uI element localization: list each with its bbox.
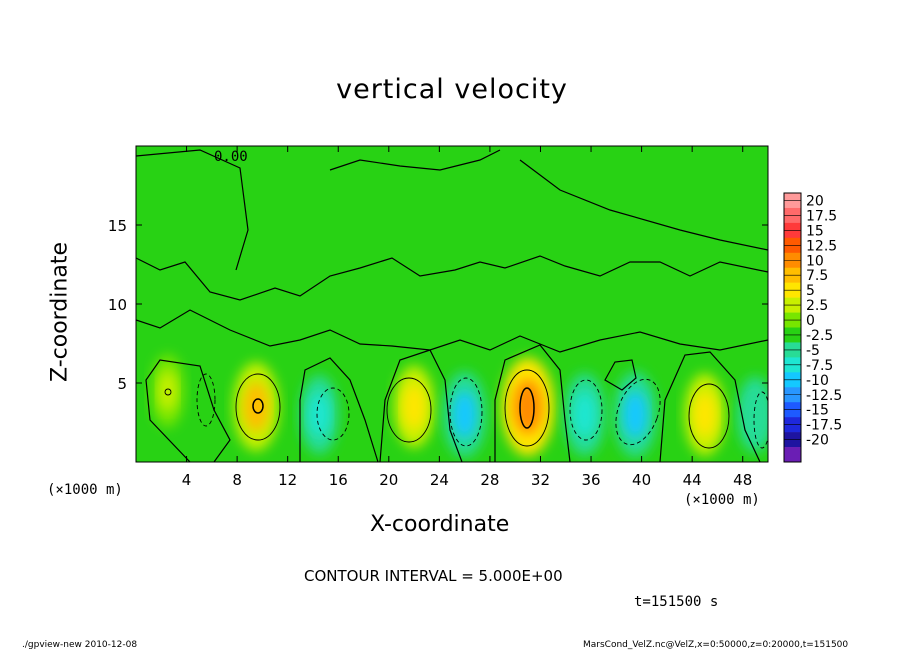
colorbar-label: -12.5 xyxy=(806,388,842,404)
y-tick-label: 5 xyxy=(117,375,127,393)
feature-core xyxy=(452,391,477,439)
feature-layer xyxy=(150,354,768,458)
feature-core xyxy=(693,391,717,438)
colorbar-label: -10 xyxy=(806,373,829,389)
colorbar-label: 17.5 xyxy=(806,208,837,224)
x-tick-label: 20 xyxy=(379,471,398,489)
colorbar-label: -15 xyxy=(806,403,829,419)
positive-contours xyxy=(164,369,730,449)
feature-core xyxy=(402,384,426,430)
y-tick-label: 15 xyxy=(108,217,127,235)
colorbar-label: 7.5 xyxy=(806,268,828,284)
colorbar-label: 12.5 xyxy=(806,238,837,254)
x-tick-label: 16 xyxy=(329,471,348,489)
time-label: t=151500 s xyxy=(634,594,719,610)
feature-core xyxy=(623,391,648,439)
x-tick-label: 44 xyxy=(683,471,702,489)
contour-lines xyxy=(136,149,768,462)
x-tick-label: 28 xyxy=(480,471,499,489)
colorbar-label: -17.5 xyxy=(806,418,842,434)
feature-core xyxy=(513,379,543,434)
y-axis: 5 10 15 xyxy=(108,217,768,393)
zero-contour-cell-2 xyxy=(299,357,379,462)
colorbar-label: -5 xyxy=(806,343,820,359)
colorbar-label: 0 xyxy=(806,313,815,329)
colorbar-label: 10 xyxy=(806,253,824,269)
feature-core xyxy=(308,392,330,437)
zero-contour-cell-1 xyxy=(145,359,231,462)
feature-core xyxy=(745,393,766,436)
x-tick-label: 8 xyxy=(232,471,242,489)
x-tick-label: 36 xyxy=(581,471,600,489)
colorbar: 2017.51512.5107.552.50-2.5-5-7.5-10-12.5… xyxy=(783,192,842,463)
x-axis-unit-left: (×1000 m) xyxy=(47,482,123,498)
x-tick-label: 12 xyxy=(278,471,297,489)
colorbar-label: 5 xyxy=(806,283,815,299)
chart-title: vertical velocity xyxy=(336,74,568,105)
colorbar-label: -7.5 xyxy=(806,358,833,374)
colorbar-label: 2.5 xyxy=(806,298,828,314)
footer-left-text: ./gpview-new 2010-12-08 xyxy=(22,640,138,650)
colorbar-label: 20 xyxy=(806,193,824,209)
y-axis-label: Z-coordinate xyxy=(47,242,73,382)
plot-area: 0.00 xyxy=(135,145,769,463)
contour-inline-label: 0.00 xyxy=(214,149,248,165)
x-axis-label: X-coordinate xyxy=(370,512,510,537)
x-tick-label: 40 xyxy=(632,471,651,489)
colorbar-frame xyxy=(783,192,802,463)
x-axis-unit-right: (×1000 m) xyxy=(684,492,760,508)
x-tick-label: 24 xyxy=(430,471,449,489)
zero-contour-top xyxy=(136,149,768,271)
zero-contour-cell-5 xyxy=(659,351,761,462)
colorbar-label: 15 xyxy=(806,223,824,239)
zero-contour-upper xyxy=(136,255,768,301)
footer-right-text: MarsCond_VelZ.nc@VelZ,x=0:50000,z=0:2000… xyxy=(583,640,849,650)
feature-core xyxy=(158,370,177,411)
colorbar-swatch xyxy=(784,447,801,463)
zero-contour-cell-4 xyxy=(494,344,571,462)
x-tick-label: 32 xyxy=(531,471,550,489)
feature-core xyxy=(573,391,596,438)
x-tick-label: 48 xyxy=(733,471,752,489)
colorbar-label: -20 xyxy=(806,433,829,449)
colorbar-label: -2.5 xyxy=(806,328,833,344)
y-tick-label: 10 xyxy=(108,296,127,314)
negative-contours xyxy=(196,373,768,449)
zero-contour-blob xyxy=(604,359,637,391)
zero-contour-cell-3 xyxy=(379,349,463,462)
x-axis: 4 8 12 16 20 24 28 32 36 40 44 48 xyxy=(182,146,752,489)
contour-interval-label: CONTOUR INTERVAL = 5.000E+00 xyxy=(304,567,563,585)
feature-core xyxy=(243,382,269,432)
x-tick-label: 4 xyxy=(182,471,192,489)
